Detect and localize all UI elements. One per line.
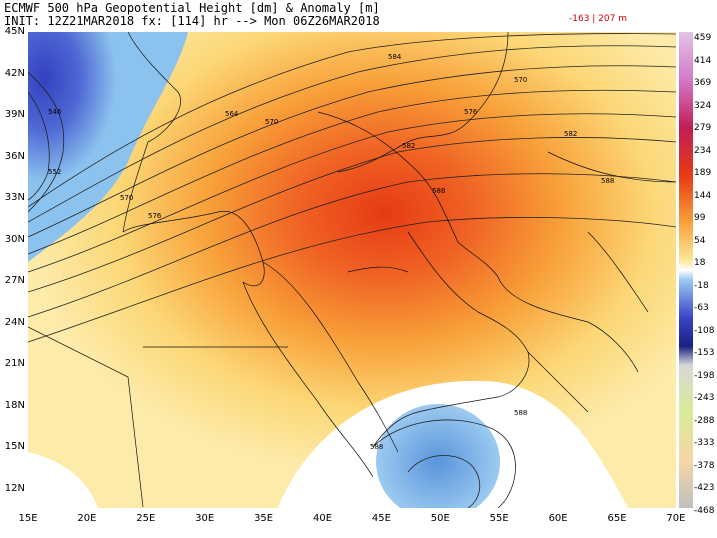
- coastlines: [28, 32, 676, 508]
- longitude-label: 35E: [254, 513, 274, 524]
- contour-label: 570: [120, 194, 133, 202]
- contour-label: 552: [48, 168, 61, 176]
- longitude-label: 20E: [77, 513, 97, 524]
- colorbar-label: -108: [694, 325, 715, 336]
- contour-label: 582: [402, 142, 415, 150]
- latitude-label: 30N: [4, 233, 25, 245]
- colorbar-label: -378: [694, 460, 715, 471]
- anomaly-map: 546 552 564 570 570 576 582 582 584 570 576 588 588 5…: [28, 32, 676, 508]
- latitude-label: 12N: [4, 482, 25, 494]
- colorbar-label: -243: [694, 393, 715, 403]
- longitude-label: 60E: [548, 513, 568, 524]
- colorbar-label: -198: [694, 370, 715, 381]
- contour-label: 570: [265, 118, 278, 126]
- init-time-line: INIT: 12Z21MAR2018 fx: [114] hr --> Mon …: [4, 14, 380, 28]
- latitude-label: 45N: [4, 26, 25, 37]
- neutral-anomaly-sw: [28, 452, 98, 508]
- contour-label: 584: [388, 53, 402, 61]
- latitude-label: 15N: [4, 441, 25, 452]
- contour-label: 588: [601, 177, 614, 185]
- anomaly-range: -163 | 207 m: [569, 14, 627, 24]
- colorbar-label: 414: [694, 55, 712, 66]
- longitude-label: 50E: [430, 513, 450, 524]
- longitude-label: 40E: [312, 513, 333, 524]
- colorbar-label: -333: [694, 438, 715, 448]
- colorbar-label: -153: [694, 348, 715, 358]
- longitude-label: 55E: [489, 513, 509, 524]
- longitude-label: 30E: [195, 513, 215, 524]
- contour-label: 588: [514, 409, 527, 417]
- colorbar-label: 234: [694, 145, 712, 156]
- latitude-label: 18N: [4, 399, 25, 411]
- latitude-label: 24N: [4, 316, 25, 328]
- longitude-label: 65E: [607, 513, 627, 524]
- latitude-label: 21N: [4, 358, 25, 369]
- map-title: ECMWF 500 hPa Geopotential Height [dm] &…: [4, 1, 380, 15]
- latitude-label: 39N: [4, 109, 25, 120]
- latitude-label: 36N: [4, 150, 25, 162]
- colorbar-label: -288: [694, 415, 715, 426]
- colorbar-label: -468: [694, 505, 715, 516]
- colorbar-label: 144: [694, 190, 712, 201]
- height-contours: [28, 33, 676, 508]
- contour-label: 588: [370, 443, 383, 451]
- cold-anomaly-nw: [28, 32, 188, 262]
- colorbar-label: 189: [694, 168, 712, 178]
- contour-label-group: 546 552 564 570 570 576 582 582 584 570 576 588 588 5…: [48, 53, 614, 451]
- colorbar-label: 99: [694, 213, 706, 223]
- colorbar-label: 54: [694, 235, 706, 246]
- colorbar-label: 324: [694, 100, 712, 111]
- colorbar-label: -63: [694, 303, 709, 313]
- colorbar-label: -18: [694, 280, 709, 291]
- contour-label: 570: [514, 76, 527, 84]
- colorbar-label: 18: [694, 258, 706, 268]
- longitude-label: 70E: [666, 513, 686, 524]
- contour-label: 582: [564, 130, 577, 138]
- colorbar-label: -423: [694, 483, 715, 493]
- latitude-label: 27N: [4, 275, 25, 286]
- contour-label: 576: [148, 212, 162, 220]
- latitude-label: 33N: [4, 192, 25, 203]
- longitude-label: 15E: [18, 513, 38, 524]
- colorbar-label: 459: [694, 33, 712, 43]
- contour-label: 576: [464, 108, 478, 116]
- contour-label: 564: [225, 110, 239, 118]
- contour-label: 546: [48, 108, 62, 116]
- longitude-label: 45E: [371, 513, 391, 524]
- colorbar-label: 279: [694, 123, 712, 133]
- latitude-label: 42N: [4, 67, 25, 79]
- colorbar: [679, 32, 693, 508]
- contour-label: 588: [432, 187, 445, 195]
- colorbar-label: 369: [694, 78, 712, 88]
- longitude-label: 25E: [136, 513, 156, 524]
